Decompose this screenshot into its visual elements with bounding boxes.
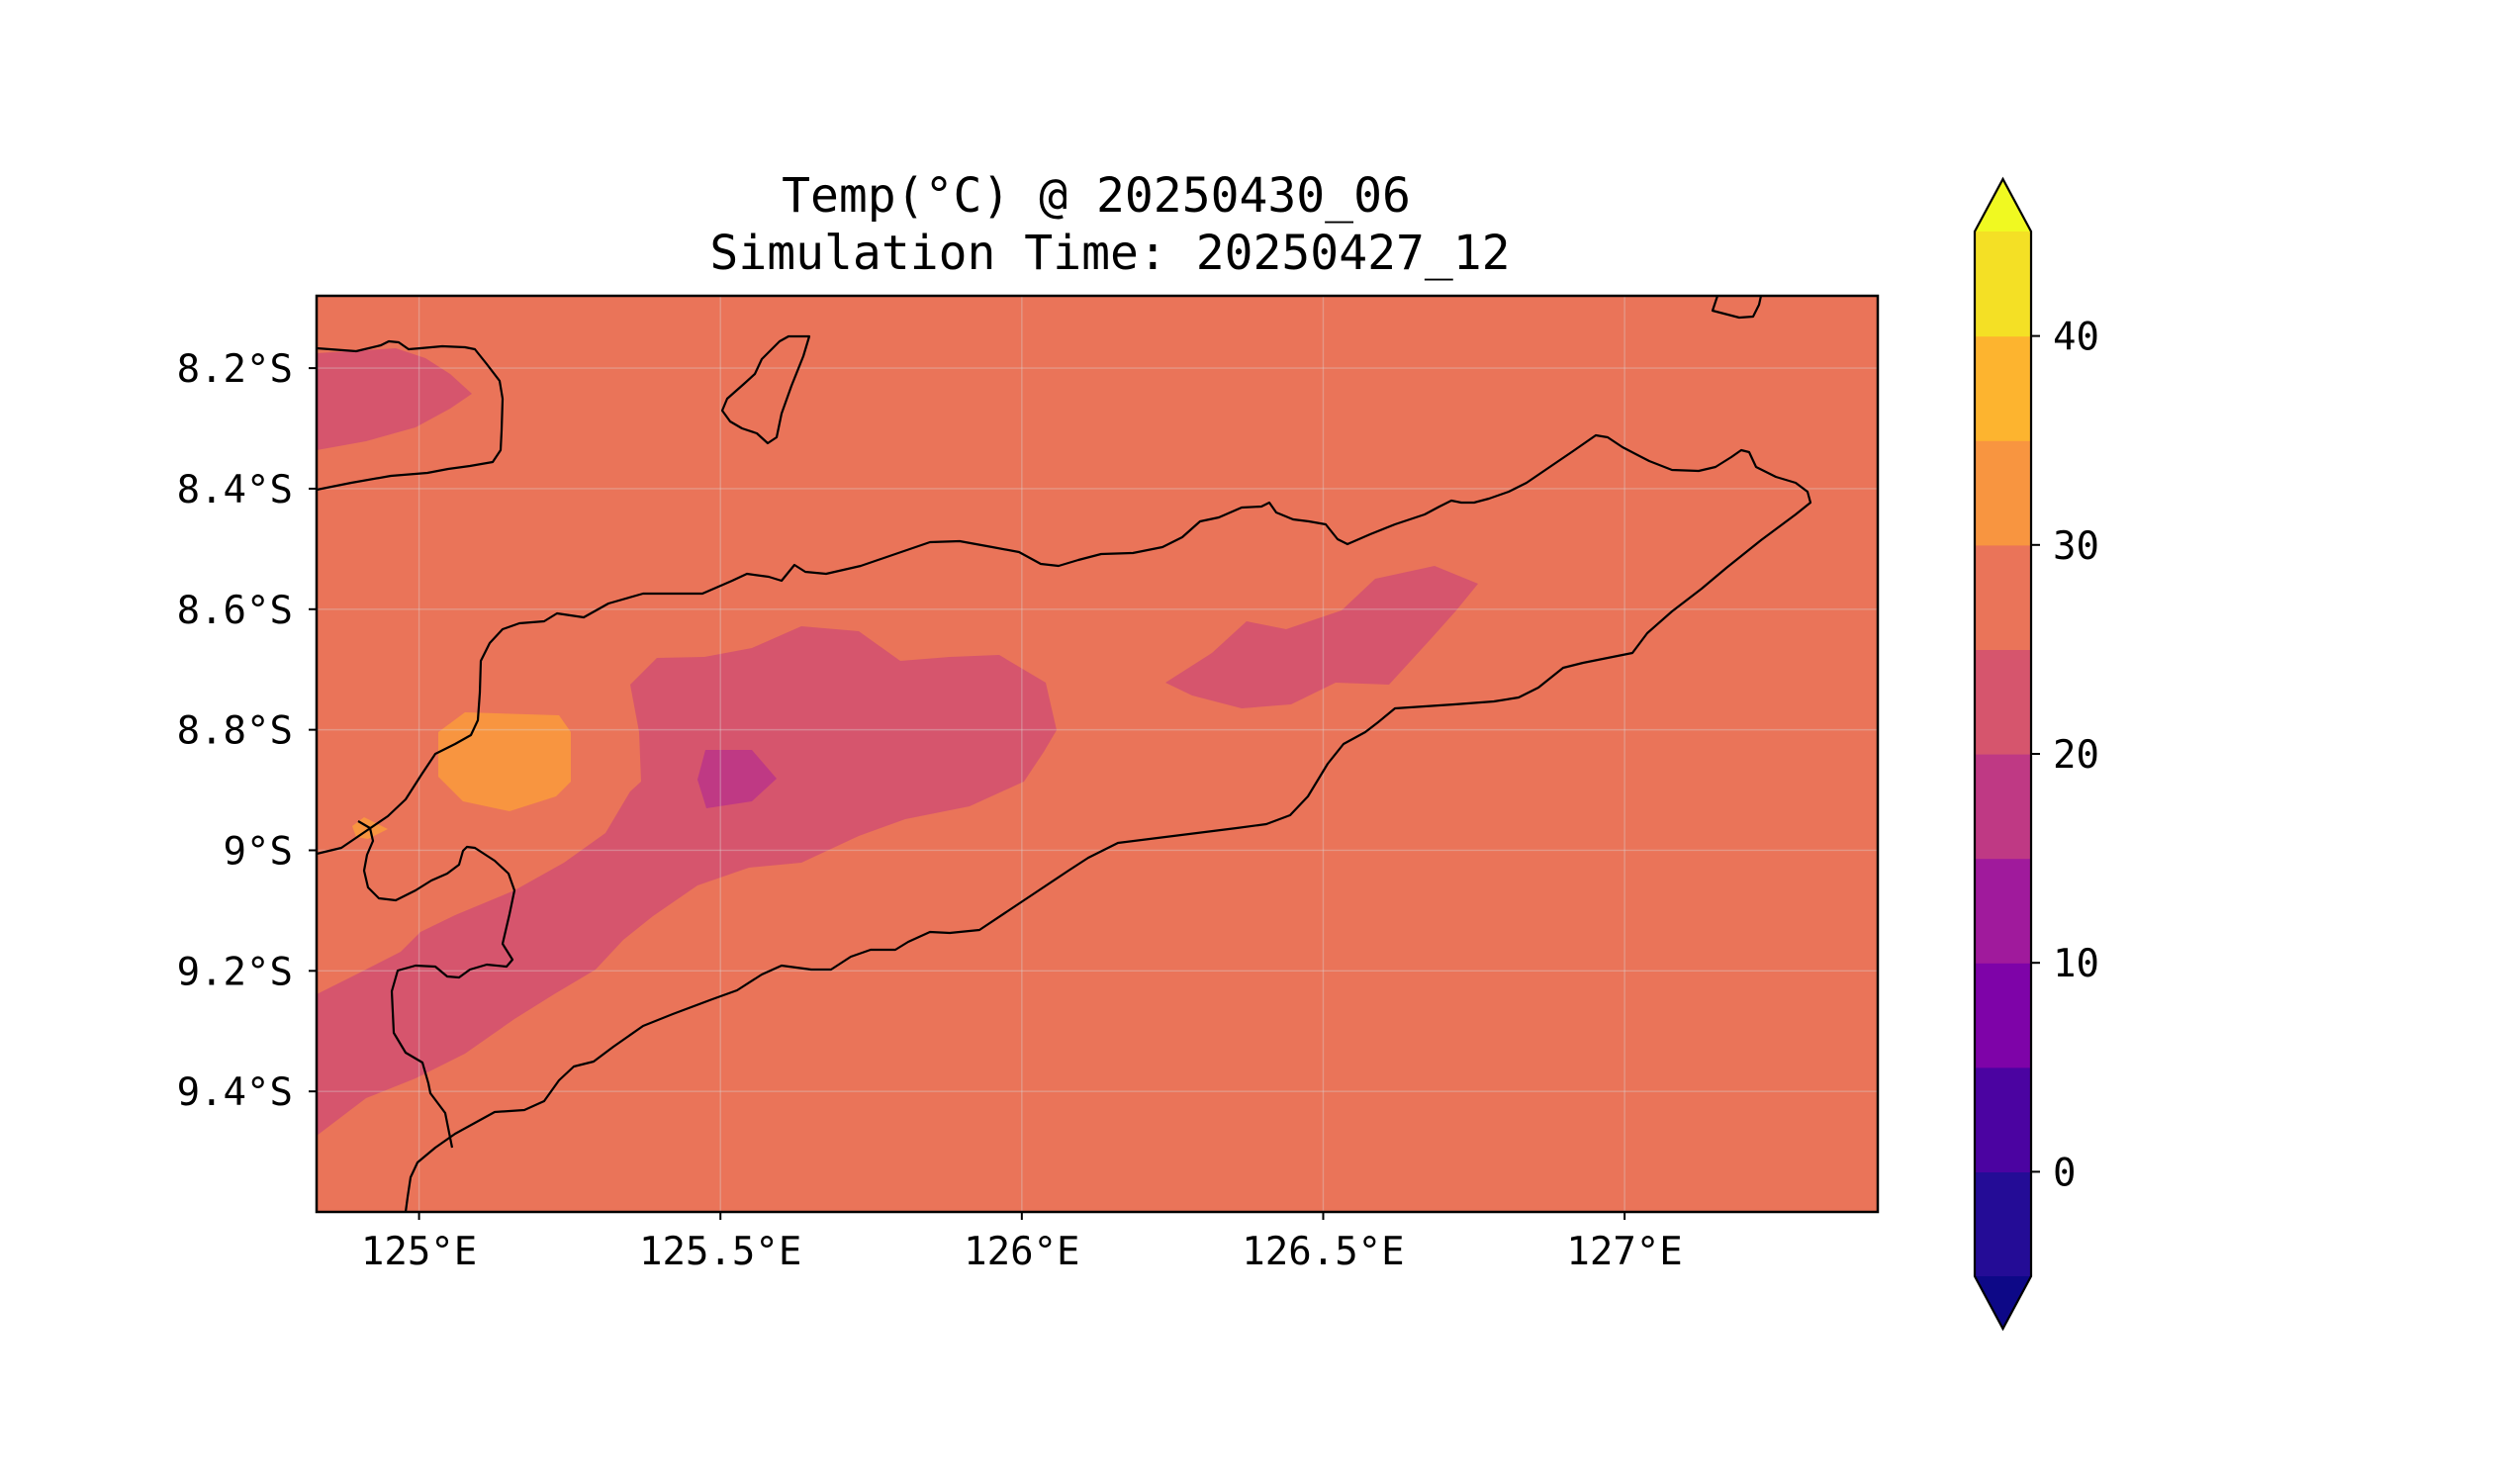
x-tick-label: 126.5°E — [1242, 1230, 1404, 1274]
map-frame — [315, 294, 1880, 1214]
x-tick-label: 127°E — [1566, 1230, 1682, 1274]
contour-fill-layer — [317, 348, 1478, 1136]
colorbar-segment — [1975, 754, 2031, 860]
colorbar-tick-label: 30 — [2053, 524, 2099, 569]
contour-region-central — [317, 626, 1057, 1136]
gridlines — [317, 296, 1878, 1212]
y-tick-label: 8.8°S — [177, 709, 293, 754]
y-tick-label: 8.6°S — [177, 589, 293, 633]
y-tick-label: 9.2°S — [177, 950, 293, 994]
colorbar-extend-min — [1975, 1276, 2031, 1329]
colorbar-segment — [1975, 649, 2031, 755]
y-tick-label: 9°S — [224, 829, 293, 874]
coastline-atauro — [720, 334, 811, 445]
colorbar-segment — [1975, 232, 2031, 337]
coastline-wetar-tip — [1711, 296, 1763, 320]
colorbar-tick-label: 40 — [2053, 316, 2099, 360]
colorbar-tick-label: 0 — [2053, 1151, 2076, 1195]
coastline-alor-east — [317, 339, 505, 492]
y-tick-label: 8.2°S — [177, 347, 293, 392]
contour-region-minimum — [697, 750, 777, 808]
x-tick-label: 125.5°E — [639, 1230, 801, 1274]
colorbar-segment — [1975, 544, 2031, 650]
y-axis-ticks: 8.2°S 8.4°S 8.6°S 8.8°S 9°S 9.2°S 9.4°S — [177, 347, 317, 1115]
y-tick-label: 8.4°S — [177, 468, 293, 512]
colorbar-outline — [1973, 176, 2033, 1332]
colorbar-segment — [1975, 1067, 2031, 1172]
contour-region-nw — [317, 348, 472, 450]
colorbar-segment — [1975, 963, 2031, 1068]
colorbar-segment — [1975, 335, 2031, 441]
map-panel: 125°E 125.5°E 126°E 126.5°E 127°E 8.2°S 8.4°S… — [177, 294, 1880, 1274]
coastline-timor-north — [317, 433, 1812, 1212]
coastlines — [317, 296, 1812, 1212]
y-tick-label: 9.4°S — [177, 1070, 293, 1115]
colorbar-segment — [1975, 858, 2031, 964]
colorbar: 0 10 20 30 40 — [1973, 176, 2099, 1332]
x-tick-label: 125°E — [361, 1230, 477, 1274]
coastline-timor-west — [357, 820, 516, 1149]
colorbar-segment — [1975, 1171, 2031, 1277]
colorbar-segment — [1975, 440, 2031, 546]
contour-region-warm — [438, 712, 571, 811]
x-tick-label: 126°E — [964, 1230, 1079, 1274]
colorbar-extend-max — [1975, 179, 2031, 232]
colorbar-tick-label: 20 — [2053, 733, 2099, 778]
colorbar-tick-label: 10 — [2053, 942, 2099, 986]
title-line-1: Temp(°C) @ 20250430_06 — [782, 168, 1411, 224]
contour-region-east — [1165, 566, 1478, 708]
x-axis-ticks: 125°E 125.5°E 126°E 126.5°E 127°E — [361, 1212, 1683, 1274]
title-line-2: Simulation Time: 20250427_12 — [709, 226, 1510, 281]
map-background — [317, 296, 1878, 1212]
